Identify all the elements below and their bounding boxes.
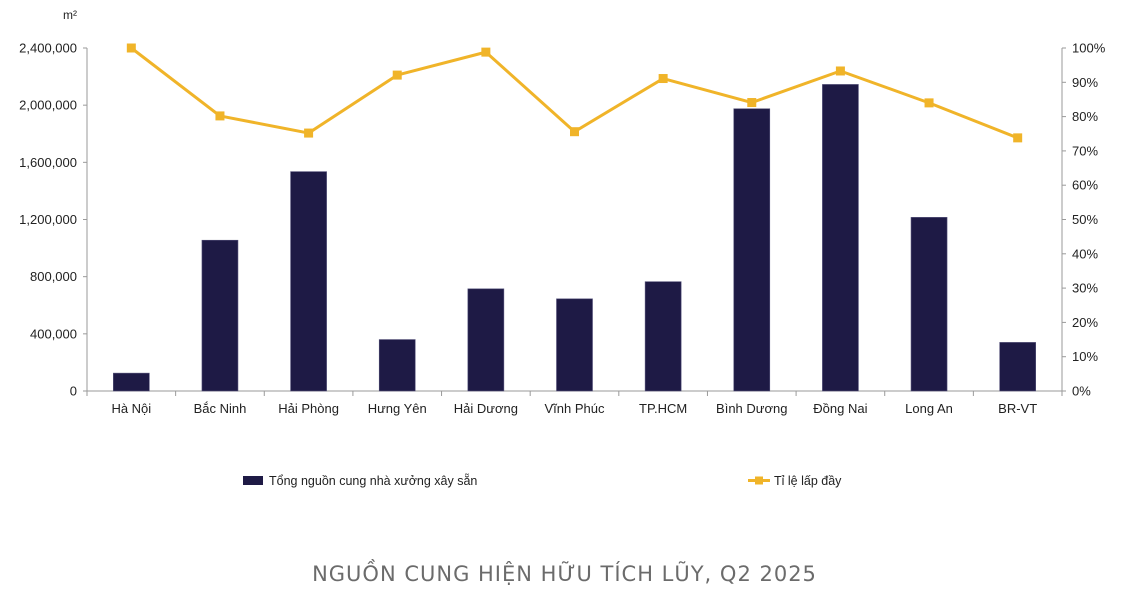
x-tick-label: Hưng Yên <box>368 401 427 416</box>
y-right-tick-label: 70% <box>1072 143 1098 158</box>
bar <box>999 342 1036 392</box>
y-left-unit-label: m² <box>63 8 77 22</box>
chart-caption: NGUỒN CUNG HIỆN HỮU TÍCH LŨY, Q2 2025 <box>312 562 817 586</box>
bar <box>113 372 150 392</box>
line-point <box>126 43 136 53</box>
bar <box>644 281 682 392</box>
bar <box>290 171 327 392</box>
x-tick-label: Bắc Ninh <box>194 401 247 416</box>
axes: 0 400,000 800,000 1,200,000 1,600,000 2,000,0… <box>19 41 1106 417</box>
y-right-tick-label: 100% <box>1072 41 1106 56</box>
bar <box>201 239 239 392</box>
bar <box>467 288 505 392</box>
line-point <box>658 74 668 84</box>
y-left-tick-label: 400,000 <box>30 326 77 341</box>
x-tick-label: Vĩnh Phúc <box>545 401 605 416</box>
y-left-tick-label: 1,600,000 <box>19 155 77 170</box>
x-tick-label: Hải Dương <box>454 401 518 416</box>
y-left-tick-label: 0 <box>70 384 77 399</box>
legend-line-label: Tỉ lệ lấp đầy <box>774 474 842 488</box>
bars <box>113 84 1036 392</box>
y-right-tick-label: 60% <box>1072 178 1098 193</box>
line-series <box>126 43 1023 143</box>
line-point <box>835 66 845 76</box>
line-point <box>304 128 314 138</box>
x-tick-label: Bình Dương <box>716 401 787 416</box>
y-left-tick-label: 1,200,000 <box>19 212 77 227</box>
line-point <box>1013 133 1023 143</box>
y-right-tick-label: 40% <box>1072 246 1098 261</box>
y-right-tick-label: 10% <box>1072 349 1098 364</box>
y-left-tick-label: 2,400,000 <box>19 41 77 56</box>
legend-bar-label: Tổng nguồn cung nhà xưởng xây sẵn <box>269 473 477 488</box>
legend-line-marker <box>755 476 763 485</box>
legend: Tổng nguồn cung nhà xưởng xây sẵn Tỉ lệ … <box>243 473 842 488</box>
x-tick-label: Đồng Nai <box>813 401 867 416</box>
y-right-tick-label: 90% <box>1072 75 1098 90</box>
line-point <box>570 127 579 137</box>
line-point <box>392 70 402 80</box>
x-tick-label: Hải Phòng <box>278 401 339 416</box>
bar <box>910 217 948 392</box>
line-point <box>924 98 934 108</box>
y-right-tick-label: 50% <box>1072 212 1098 227</box>
x-tick-label: Long An <box>905 401 953 416</box>
y-right-tick-label: 30% <box>1072 281 1098 296</box>
bar <box>556 298 593 392</box>
line-point <box>215 111 225 121</box>
x-tick-label: Hà Nội <box>111 401 151 416</box>
bar <box>733 108 771 392</box>
x-tick-label: TP.HCM <box>639 401 687 416</box>
y-right-tick-label: 0% <box>1072 384 1091 399</box>
line-point <box>747 98 757 108</box>
x-tick-label: BR-VT <box>998 401 1037 416</box>
y-left-tick-label: 2,000,000 <box>19 98 77 113</box>
legend-bar-swatch <box>243 476 263 485</box>
y-right-tick-label: 20% <box>1072 315 1098 330</box>
y-left-tick-label: 800,000 <box>30 269 77 284</box>
bar <box>378 339 416 392</box>
y-right-tick-label: 80% <box>1072 109 1098 124</box>
bar <box>822 84 859 392</box>
line-series-path <box>130 46 1019 140</box>
line-point <box>481 47 491 57</box>
